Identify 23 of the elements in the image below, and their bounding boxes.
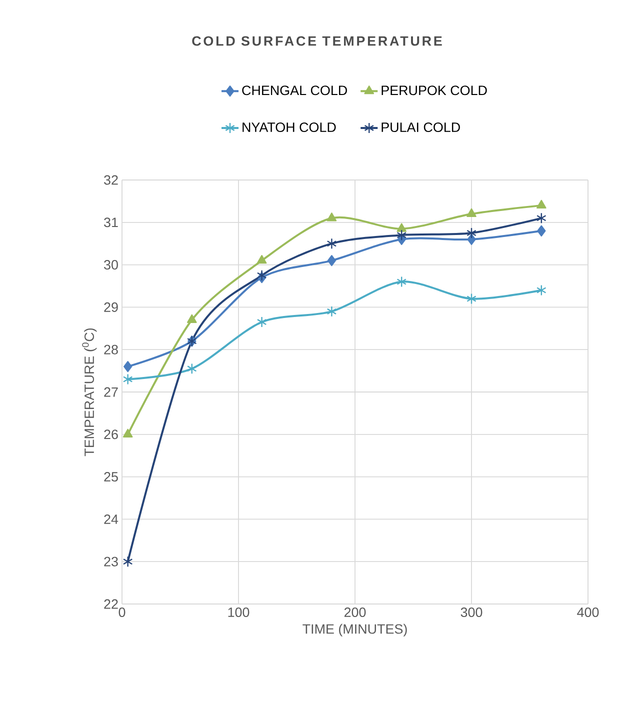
y-tick-label: 22 [104,599,118,609]
legend-label: PERUPOK COLD [382,86,487,96]
x-axis-title: TIME (MINUTES) [302,624,407,636]
x-tick-label: 400 [577,608,599,618]
y-axis-title: TEMPERATURE ($^{0}$C) [82,328,97,456]
x-tick-label: 100 [228,608,250,618]
y-tick-label: 24 [104,514,118,524]
y-tick-label: 26 [104,430,118,440]
legend-label: NYATOH COLD [242,122,336,132]
y-tick-label: 29 [104,302,118,312]
y-tick-label: 28 [104,344,118,354]
y-tick-label: 25 [104,472,118,482]
y-tick-label: 32 [104,175,118,185]
y-tick-label: 30 [104,260,118,270]
x-tick-label: 200 [344,608,366,618]
y-tick-label: 31 [104,218,118,228]
legend-label: PULAI COLD [382,122,460,132]
legend-label: CHENGAL COLD [242,86,347,96]
chart-title: COLD SURFACE TEMPERATURE [192,36,442,46]
x-tick-label: 300 [460,608,482,618]
y-tick-label: 23 [104,556,118,566]
x-tick-label: 0 [118,608,126,618]
y-tick-label: 27 [104,387,118,397]
